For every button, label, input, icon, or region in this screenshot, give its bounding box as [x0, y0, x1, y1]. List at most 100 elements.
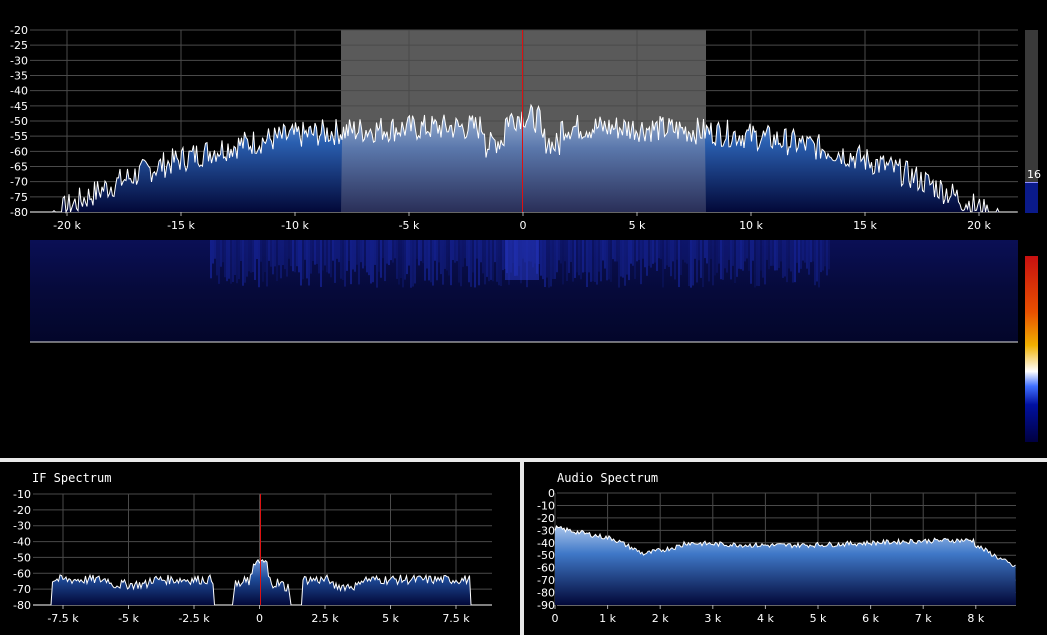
waterfall-streak	[404, 240, 406, 280]
waterfall-streak	[442, 240, 444, 285]
waterfall-streak	[326, 240, 328, 273]
waterfall-streak	[488, 240, 490, 282]
waterfall-streak	[668, 240, 670, 267]
waterfall-streak	[752, 240, 754, 261]
x-tick-label: 20 k	[967, 219, 991, 232]
waterfall-streak	[220, 240, 222, 267]
waterfall-streak	[590, 240, 592, 282]
waterfall-streak	[814, 240, 816, 286]
waterfall-streak	[272, 240, 274, 275]
waterfall-streak	[490, 240, 492, 280]
audio-spectrum-panel[interactable]: Audio Spectrum 0 -10 -20 -30 -40 -50 -60 -70 -80…	[524, 462, 1047, 635]
waterfall-streak	[390, 240, 392, 261]
waterfall-streak	[694, 240, 696, 259]
waterfall-streak	[236, 240, 238, 284]
waterfall-streak	[706, 240, 708, 264]
waterfall-streak	[554, 240, 556, 279]
vertical-divider[interactable]	[520, 462, 524, 635]
waterfall-streak	[806, 240, 808, 269]
main-spectrum-plot[interactable]: -20-25-30-35-40-45-50-55-60-65-70-75-80 …	[0, 0, 1047, 240]
waterfall-streak	[576, 240, 578, 273]
waterfall-streak	[460, 240, 462, 287]
waterfall-streak	[304, 240, 306, 260]
x-tick-label: -20 k	[53, 219, 81, 232]
waterfall-streak	[370, 240, 372, 284]
waterfall-streak	[492, 240, 494, 282]
waterfall-streak	[618, 240, 620, 288]
waterfall-streak	[552, 240, 554, 280]
waterfall-streak	[434, 240, 436, 261]
waterfall-streak	[804, 240, 806, 263]
waterfall-streak	[264, 240, 266, 273]
waterfall-streak	[238, 240, 240, 280]
waterfall-streak	[296, 240, 298, 267]
waterfall-streak	[280, 240, 282, 279]
waterfall-streak	[724, 240, 726, 269]
waterfall-streak	[764, 240, 766, 285]
waterfall-streak	[214, 240, 216, 259]
waterfall-streak	[212, 240, 214, 264]
waterfall-streak	[650, 240, 652, 268]
x-tick-label: 7.5 k	[442, 612, 470, 625]
waterfall-streak	[462, 240, 464, 267]
x-tick-label: 0	[256, 612, 263, 625]
waterfall-streak	[310, 240, 312, 274]
waterfall-streak	[216, 240, 218, 276]
waterfall-streak	[246, 240, 248, 277]
waterfall-streak	[342, 240, 344, 281]
waterfall-streak	[656, 240, 658, 271]
waterfall-streak	[690, 240, 692, 288]
waterfall-streak	[426, 240, 428, 269]
waterfall-streak	[548, 240, 550, 288]
if-spectrum-panel[interactable]: IF Spectrum -10 -20 -30 -40 -50 -60 -70 -80 -7.…	[0, 462, 520, 635]
waterfall-streak	[586, 240, 588, 288]
waterfall-panel[interactable]	[0, 240, 1047, 458]
waterfall-streak	[344, 240, 346, 287]
waterfall-streak	[502, 240, 504, 271]
waterfall-streak	[578, 240, 580, 276]
waterfall-streak	[242, 240, 244, 286]
waterfall-color-scale[interactable]	[1025, 256, 1038, 442]
y-tick-label: -70	[13, 583, 31, 596]
x-tick-label: 2.5 k	[311, 612, 339, 625]
waterfall-streak	[778, 240, 780, 268]
waterfall-streak	[384, 240, 386, 282]
waterfall-display[interactable]	[0, 240, 1047, 458]
horizontal-divider[interactable]	[0, 458, 1047, 462]
x-tick-label: 4 k	[757, 612, 774, 625]
waterfall-streak	[680, 240, 682, 276]
waterfall-streak	[666, 240, 668, 266]
y-tick-label: -70	[537, 574, 555, 587]
waterfall-streak	[556, 240, 558, 273]
waterfall-streak	[766, 240, 768, 260]
waterfall-streak	[312, 240, 314, 262]
waterfall-streak	[438, 240, 440, 263]
y-tick-label: -25	[10, 39, 28, 52]
y-tick-label: -80	[10, 206, 28, 219]
waterfall-streak	[638, 240, 640, 260]
x-tick-label: 8 k	[967, 612, 984, 625]
waterfall-streak	[292, 240, 294, 272]
waterfall-streak	[730, 240, 732, 280]
waterfall-streak	[498, 240, 500, 286]
waterfall-streak	[760, 240, 762, 271]
x-tick-label: -5 k	[118, 612, 139, 625]
waterfall-streak	[600, 240, 602, 282]
waterfall-streak	[716, 240, 718, 273]
waterfall-streak	[570, 240, 572, 262]
waterfall-streak	[388, 240, 390, 266]
y-tick-label: -80	[537, 587, 555, 600]
main-spectrum-panel[interactable]: -20 -25 -30 -35 -40 -45 -50 -55 -60 -65 -70 -75 -80 …	[0, 0, 1047, 240]
y-tick-label: -20	[13, 504, 31, 517]
if-spectrum-plot[interactable]: -10 -20 -30 -40 -50 -60 -70 -80 -7.5 k -5 k -2.5 …	[0, 462, 520, 635]
waterfall-streak	[448, 240, 450, 276]
waterfall-streak	[362, 240, 364, 269]
gain-slider[interactable]	[1025, 30, 1038, 213]
waterfall-streak	[754, 240, 756, 288]
waterfall-streak	[392, 240, 394, 263]
y-tick-label: -40	[13, 536, 31, 549]
waterfall-streak	[358, 240, 360, 285]
waterfall-streak	[708, 240, 710, 282]
waterfall-streak	[672, 240, 674, 262]
